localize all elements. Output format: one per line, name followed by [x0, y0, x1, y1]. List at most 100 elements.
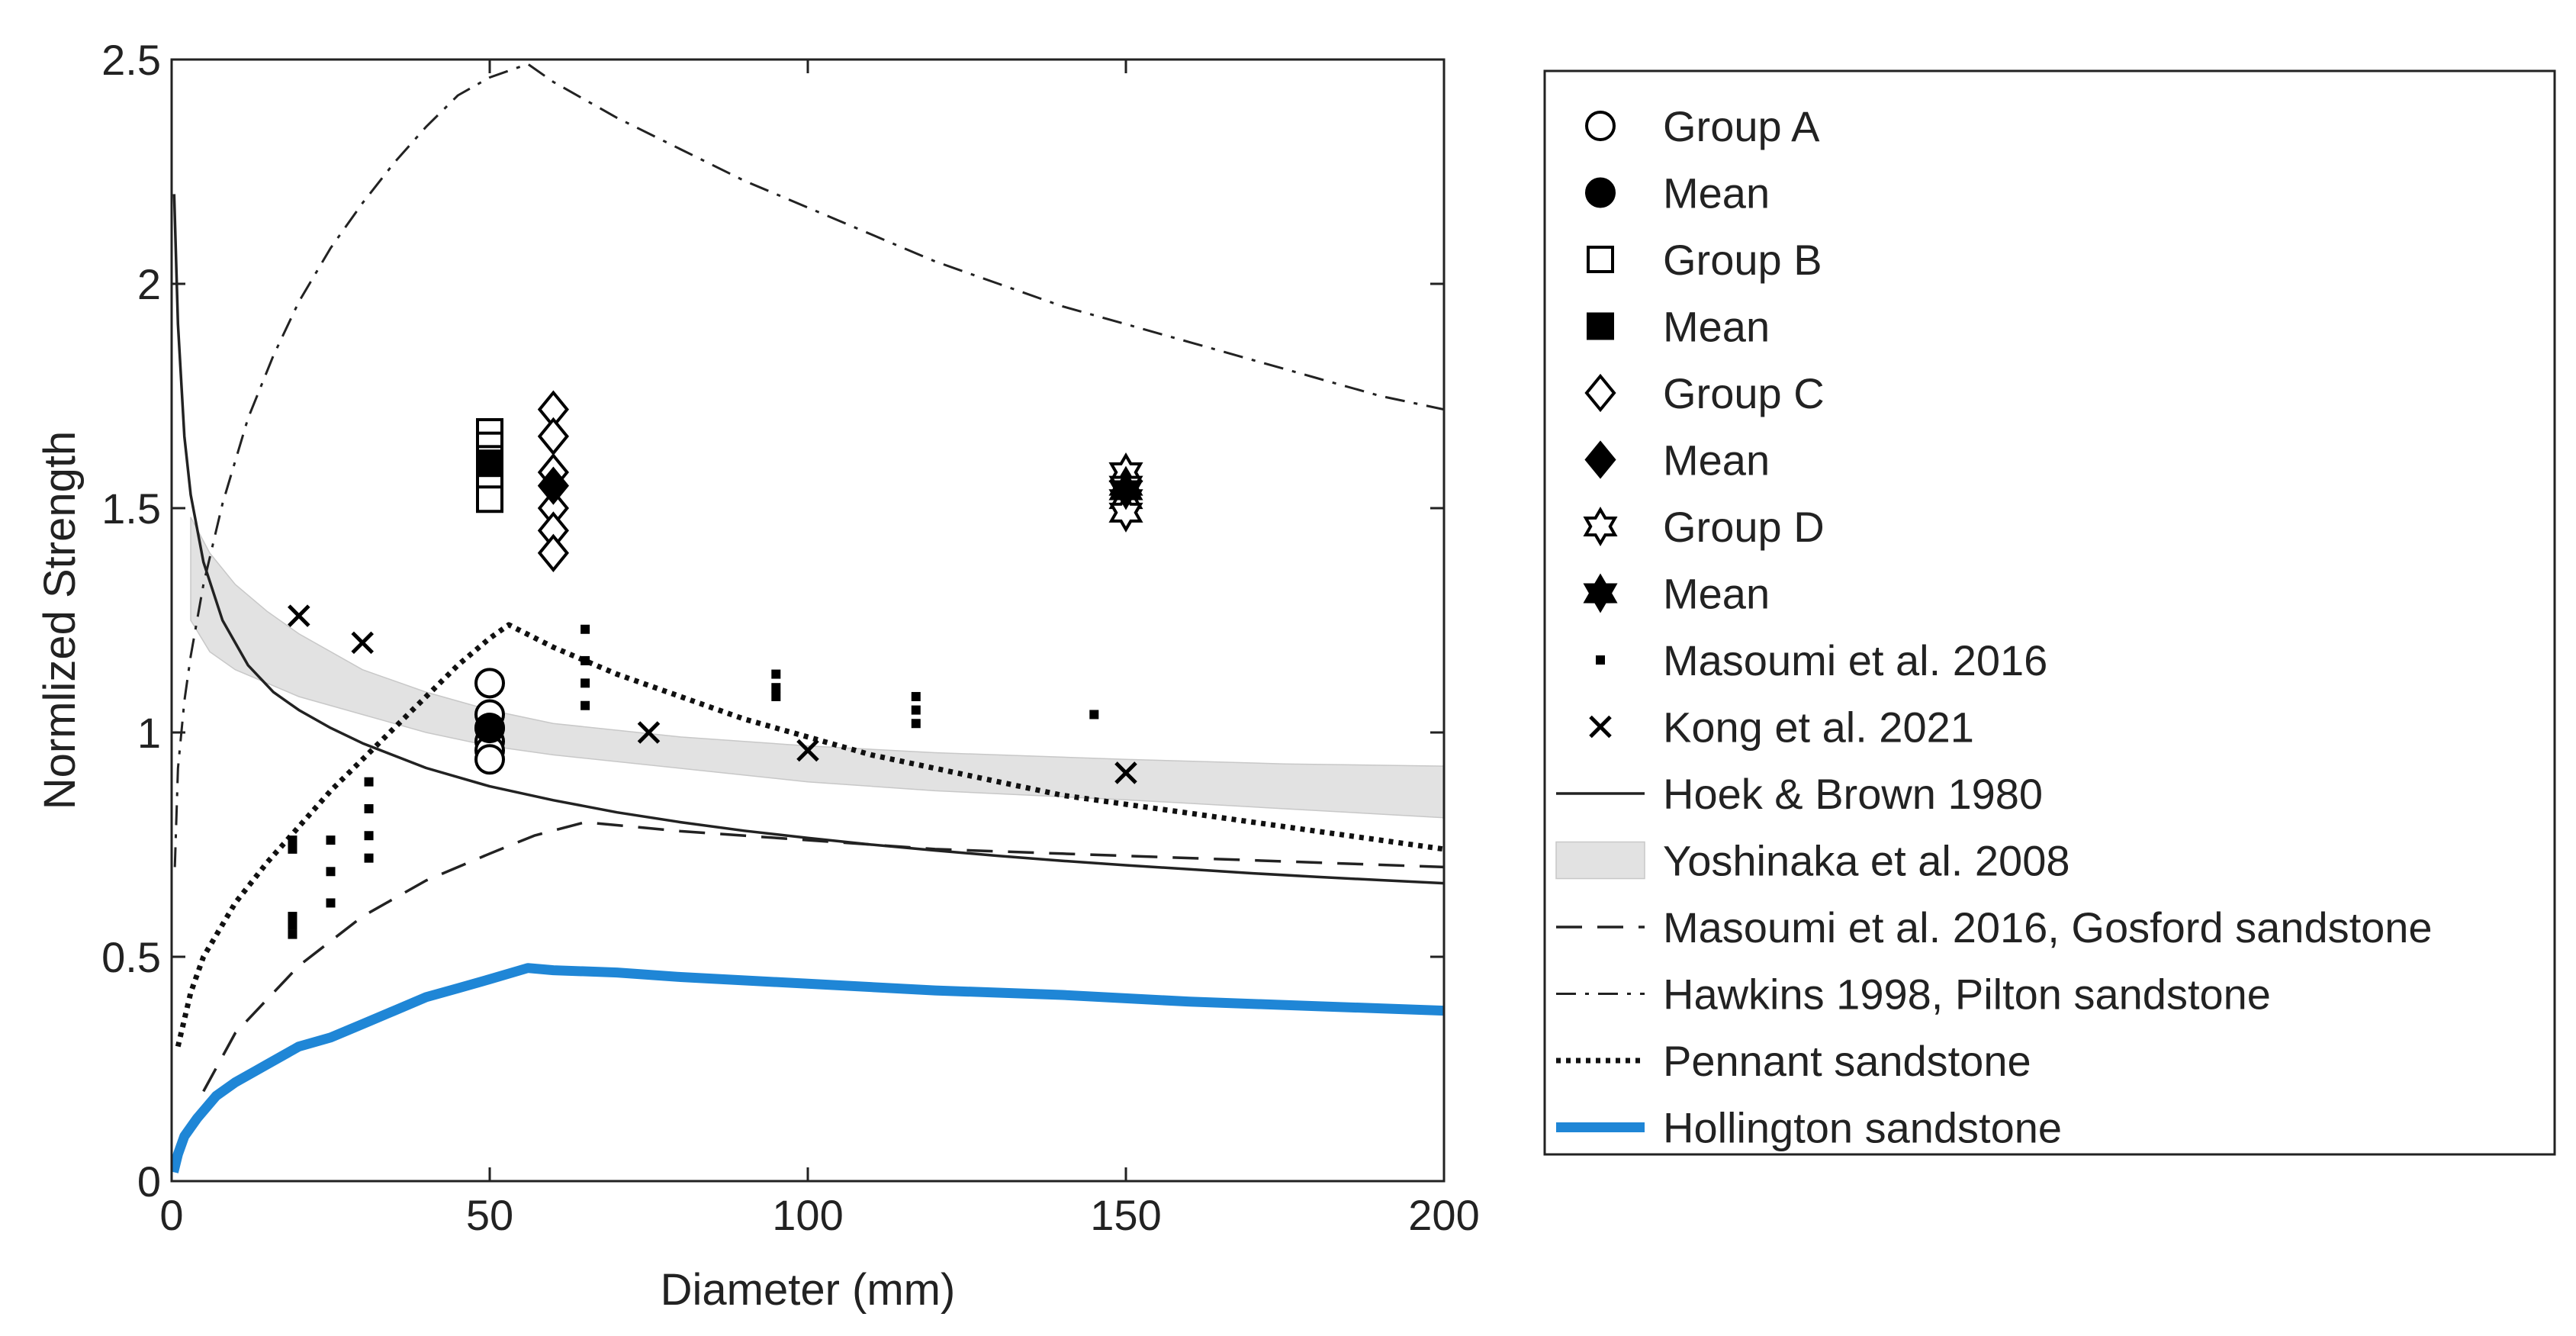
legend-label: Hawkins 1998, Pilton sandstone — [1663, 971, 2271, 1019]
legend-entry-mean: Mean — [1584, 436, 1770, 485]
legend-box — [1543, 69, 2556, 1156]
point-mean-5-0 — [537, 466, 569, 505]
legend: Group A Mean Group B Mean Group C Mean Group D… — [1555, 102, 2433, 1152]
point-kong-et-al-2021-9-0 — [288, 604, 310, 627]
point-masoumi-et-al-2016-8-19 — [911, 691, 921, 701]
point-masoumi-et-al-2016-8-20 — [911, 705, 921, 715]
legend-entry-mean: Mean — [1583, 570, 1770, 618]
legend-entry-mean: Mean — [1587, 303, 1770, 351]
legend-label: Hollington sandstone — [1663, 1104, 2062, 1152]
point-masoumi-et-al-2016-8-16 — [771, 669, 781, 679]
point-masoumi-et-al-2016-8-5 — [326, 835, 336, 845]
legend-entry-group-a: Group A — [1585, 102, 1820, 150]
point-mean-1-0 — [474, 713, 505, 744]
marker-layer — [288, 390, 1143, 939]
plot-area — [172, 60, 1444, 1181]
x-tick-label: 200 — [1408, 1191, 1479, 1239]
line-hollington-sandstone — [172, 963, 1444, 1173]
y-tick-label: 2 — [137, 260, 161, 308]
y-tick-label: 0 — [137, 1157, 161, 1206]
point-kong-et-al-2021-9-3 — [796, 739, 819, 762]
legend-swatch-group-b — [1587, 246, 1614, 273]
point-group-c-4-5 — [537, 533, 569, 572]
legend-label: Mean — [1663, 303, 1770, 351]
line-hoek-brown-1980 — [172, 194, 1444, 885]
legend-swatch-mean — [1587, 312, 1614, 340]
legend-entry-hawkins-1998-pilton-sandstone: Hawkins 1998, Pilton sandstone — [1556, 971, 2271, 1019]
point-mean-7-0 — [1108, 470, 1143, 510]
legend-swatch-mean — [1585, 177, 1616, 208]
legend-label: Kong et al. 2021 — [1663, 703, 1974, 752]
legend-swatch-kong-et-al-2021 — [1589, 715, 1612, 739]
point-masoumi-et-al-2016-8-12 — [580, 624, 590, 634]
point-masoumi-et-al-2016-8-22 — [1089, 710, 1099, 720]
point-group-b-2-5 — [476, 485, 503, 513]
legend-entry-group-c: Group C — [1584, 369, 1825, 417]
point-masoumi-et-al-2016-8-21 — [911, 719, 921, 729]
x-tick-label: 100 — [772, 1191, 843, 1239]
x-tick-label: 0 — [159, 1191, 183, 1239]
y-tick-label: 1.5 — [101, 485, 161, 533]
legend-entry-group-b: Group B — [1587, 236, 1822, 284]
x-tick-label: 150 — [1090, 1191, 1161, 1239]
y-tick-label: 2.5 — [101, 36, 161, 84]
x-axis-label: Diameter (mm) — [661, 1265, 956, 1315]
legend-label: Yoshinaka et al. 2008 — [1663, 837, 2069, 885]
point-masoumi-et-al-2016-8-4 — [288, 929, 297, 939]
point-kong-et-al-2021-9-1 — [351, 631, 374, 655]
point-masoumi-et-al-2016-8-17 — [771, 683, 781, 693]
point-group-a-0-5 — [474, 744, 505, 775]
legend-label: Mean — [1663, 169, 1770, 217]
legend-entry-hollington-sandstone: Hollington sandstone — [1556, 1104, 2062, 1152]
legend-label: Group B — [1663, 236, 1822, 284]
legend-label: Masoumi et al. 2016 — [1663, 636, 2047, 684]
point-masoumi-et-al-2016-8-14 — [580, 678, 590, 688]
legend-label: Mean — [1663, 436, 1770, 485]
point-mean-3-0 — [476, 449, 503, 478]
legend-swatch-group-a — [1585, 111, 1616, 141]
legend-swatch-mean — [1583, 573, 1618, 613]
point-group-a-0-0 — [474, 668, 505, 699]
legend-entry-mean: Mean — [1585, 169, 1770, 217]
legend-label: Group D — [1663, 503, 1825, 551]
legend-swatch-group-d — [1583, 507, 1618, 546]
point-masoumi-et-al-2016-8-0 — [288, 835, 297, 845]
x-tick-label: 50 — [466, 1191, 513, 1239]
y-tick-label: 1 — [137, 709, 161, 757]
legend-entry-group-d: Group D — [1583, 503, 1825, 551]
point-masoumi-et-al-2016-8-2 — [288, 912, 297, 922]
legend-entry-pennant-sandstone: Pennant sandstone — [1556, 1037, 2031, 1085]
legend-swatch-band — [1555, 841, 1645, 880]
point-masoumi-et-al-2016-8-13 — [580, 655, 590, 665]
point-masoumi-et-al-2016-8-8 — [364, 777, 374, 787]
legend-label: Hoek & Brown 1980 — [1663, 770, 2043, 818]
legend-label: Masoumi et al. 2016, Gosford sandstone — [1663, 903, 2433, 951]
point-masoumi-et-al-2016-8-15 — [580, 700, 590, 710]
legend-entry-masoumi-et-al-2016-gosford-sandstone: Masoumi et al. 2016, Gosford sandstone — [1556, 903, 2433, 951]
point-masoumi-et-al-2016-8-9 — [364, 803, 374, 813]
line-hawkins-1998-pilton-sandstone — [173, 63, 1444, 868]
legend-label: Pennant sandstone — [1663, 1037, 2031, 1085]
point-masoumi-et-al-2016-8-7 — [326, 898, 336, 908]
point-masoumi-et-al-2016-8-6 — [326, 867, 336, 877]
point-group-d-6-3 — [1108, 492, 1143, 533]
point-masoumi-et-al-2016-8-18 — [771, 691, 781, 701]
point-masoumi-et-al-2016-8-10 — [364, 831, 374, 841]
point-masoumi-et-al-2016-8-11 — [364, 853, 374, 863]
legend-label: Group C — [1663, 369, 1825, 417]
legend-entry-hoek-brown-1980: Hoek & Brown 1980 — [1556, 770, 2043, 818]
legend-entry-kong-et-al-2021: Kong et al. 2021 — [1589, 703, 1974, 752]
legend-entry-masoumi-et-al-2016: Masoumi et al. 2016 — [1596, 636, 2047, 684]
point-kong-et-al-2021-9-4 — [1114, 761, 1137, 784]
point-masoumi-et-al-2016-8-3 — [288, 920, 297, 930]
legend-swatch-group-c — [1584, 373, 1616, 413]
legend-swatch-mean — [1584, 440, 1616, 479]
line-masoumi-et-al-2016-gosford-sandstone — [202, 820, 1444, 1093]
point-kong-et-al-2021-9-2 — [637, 721, 661, 744]
legend-swatch-masoumi-et-al-2016 — [1596, 655, 1605, 665]
legend-label: Group A — [1663, 102, 1820, 150]
axis-ticks: 0 50 100 150 200 0 0.5 1 1.5 2 2.5 — [101, 36, 1480, 1239]
line-pennant-sandstone — [175, 622, 1444, 1048]
legend-label: Mean — [1663, 570, 1770, 618]
